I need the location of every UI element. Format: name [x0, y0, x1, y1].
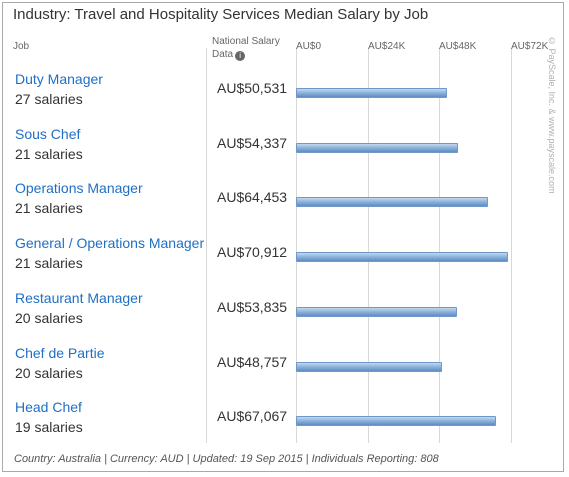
job-name-link[interactable]: Operations Manager [15, 180, 143, 196]
salary-count: 21 salaries [15, 146, 83, 162]
salary-bar [296, 143, 458, 153]
job-name-link[interactable]: General / Operations Manager [15, 235, 205, 251]
salary-count: 20 salaries [15, 310, 83, 326]
info-icon[interactable]: i [235, 51, 246, 61]
salary-column-header: National Salary Data i [212, 35, 292, 61]
x-tick-label: AU$72K [511, 41, 549, 52]
x-tick-label: AU$48K [439, 41, 477, 52]
salary-count: 20 salaries [15, 365, 83, 381]
median-salary: AU$53,835 [217, 299, 288, 315]
watermark: © PayScale, Inc. & www.payscale.com [547, 36, 557, 194]
salary-bar [296, 307, 457, 317]
job-name-link[interactable]: Restaurant Manager [15, 290, 143, 306]
gridline [439, 48, 440, 443]
job-column-header: Job [13, 41, 30, 52]
salary-count: 21 salaries [15, 200, 83, 216]
median-salary: AU$50,531 [217, 80, 288, 96]
salary-count: 21 salaries [15, 255, 83, 271]
salary-column-header-text: National Salary Data [212, 36, 280, 60]
job-name-link[interactable]: Sous Chef [15, 126, 81, 142]
gridline [296, 48, 297, 443]
salary-bar [296, 416, 496, 426]
median-salary: AU$67,067 [217, 408, 288, 424]
column-separator [206, 48, 207, 443]
gridline [511, 48, 512, 443]
x-tick-label: AU$24K [368, 41, 406, 52]
chart-frame [2, 2, 564, 472]
salary-bar [296, 362, 442, 372]
gridline [368, 48, 369, 443]
median-salary: AU$54,337 [217, 135, 288, 151]
chart-title: Industry: Travel and Hospitality Service… [13, 6, 429, 23]
salary-bar [296, 88, 447, 98]
job-name-link[interactable]: Chef de Partie [15, 345, 105, 361]
salary-count: 19 salaries [15, 419, 83, 435]
median-salary: AU$70,912 [217, 244, 288, 260]
job-name-link[interactable]: Head Chef [15, 399, 82, 415]
salary-bar [296, 252, 508, 262]
median-salary: AU$64,453 [217, 189, 288, 205]
footer-info: Country: Australia | Currency: AUD | Upd… [14, 453, 439, 465]
median-salary: AU$48,757 [217, 354, 288, 370]
x-tick-label: AU$0 [296, 41, 322, 52]
job-name-link[interactable]: Duty Manager [15, 71, 103, 87]
salary-count: 27 salaries [15, 91, 83, 107]
salary-bar [296, 197, 488, 207]
